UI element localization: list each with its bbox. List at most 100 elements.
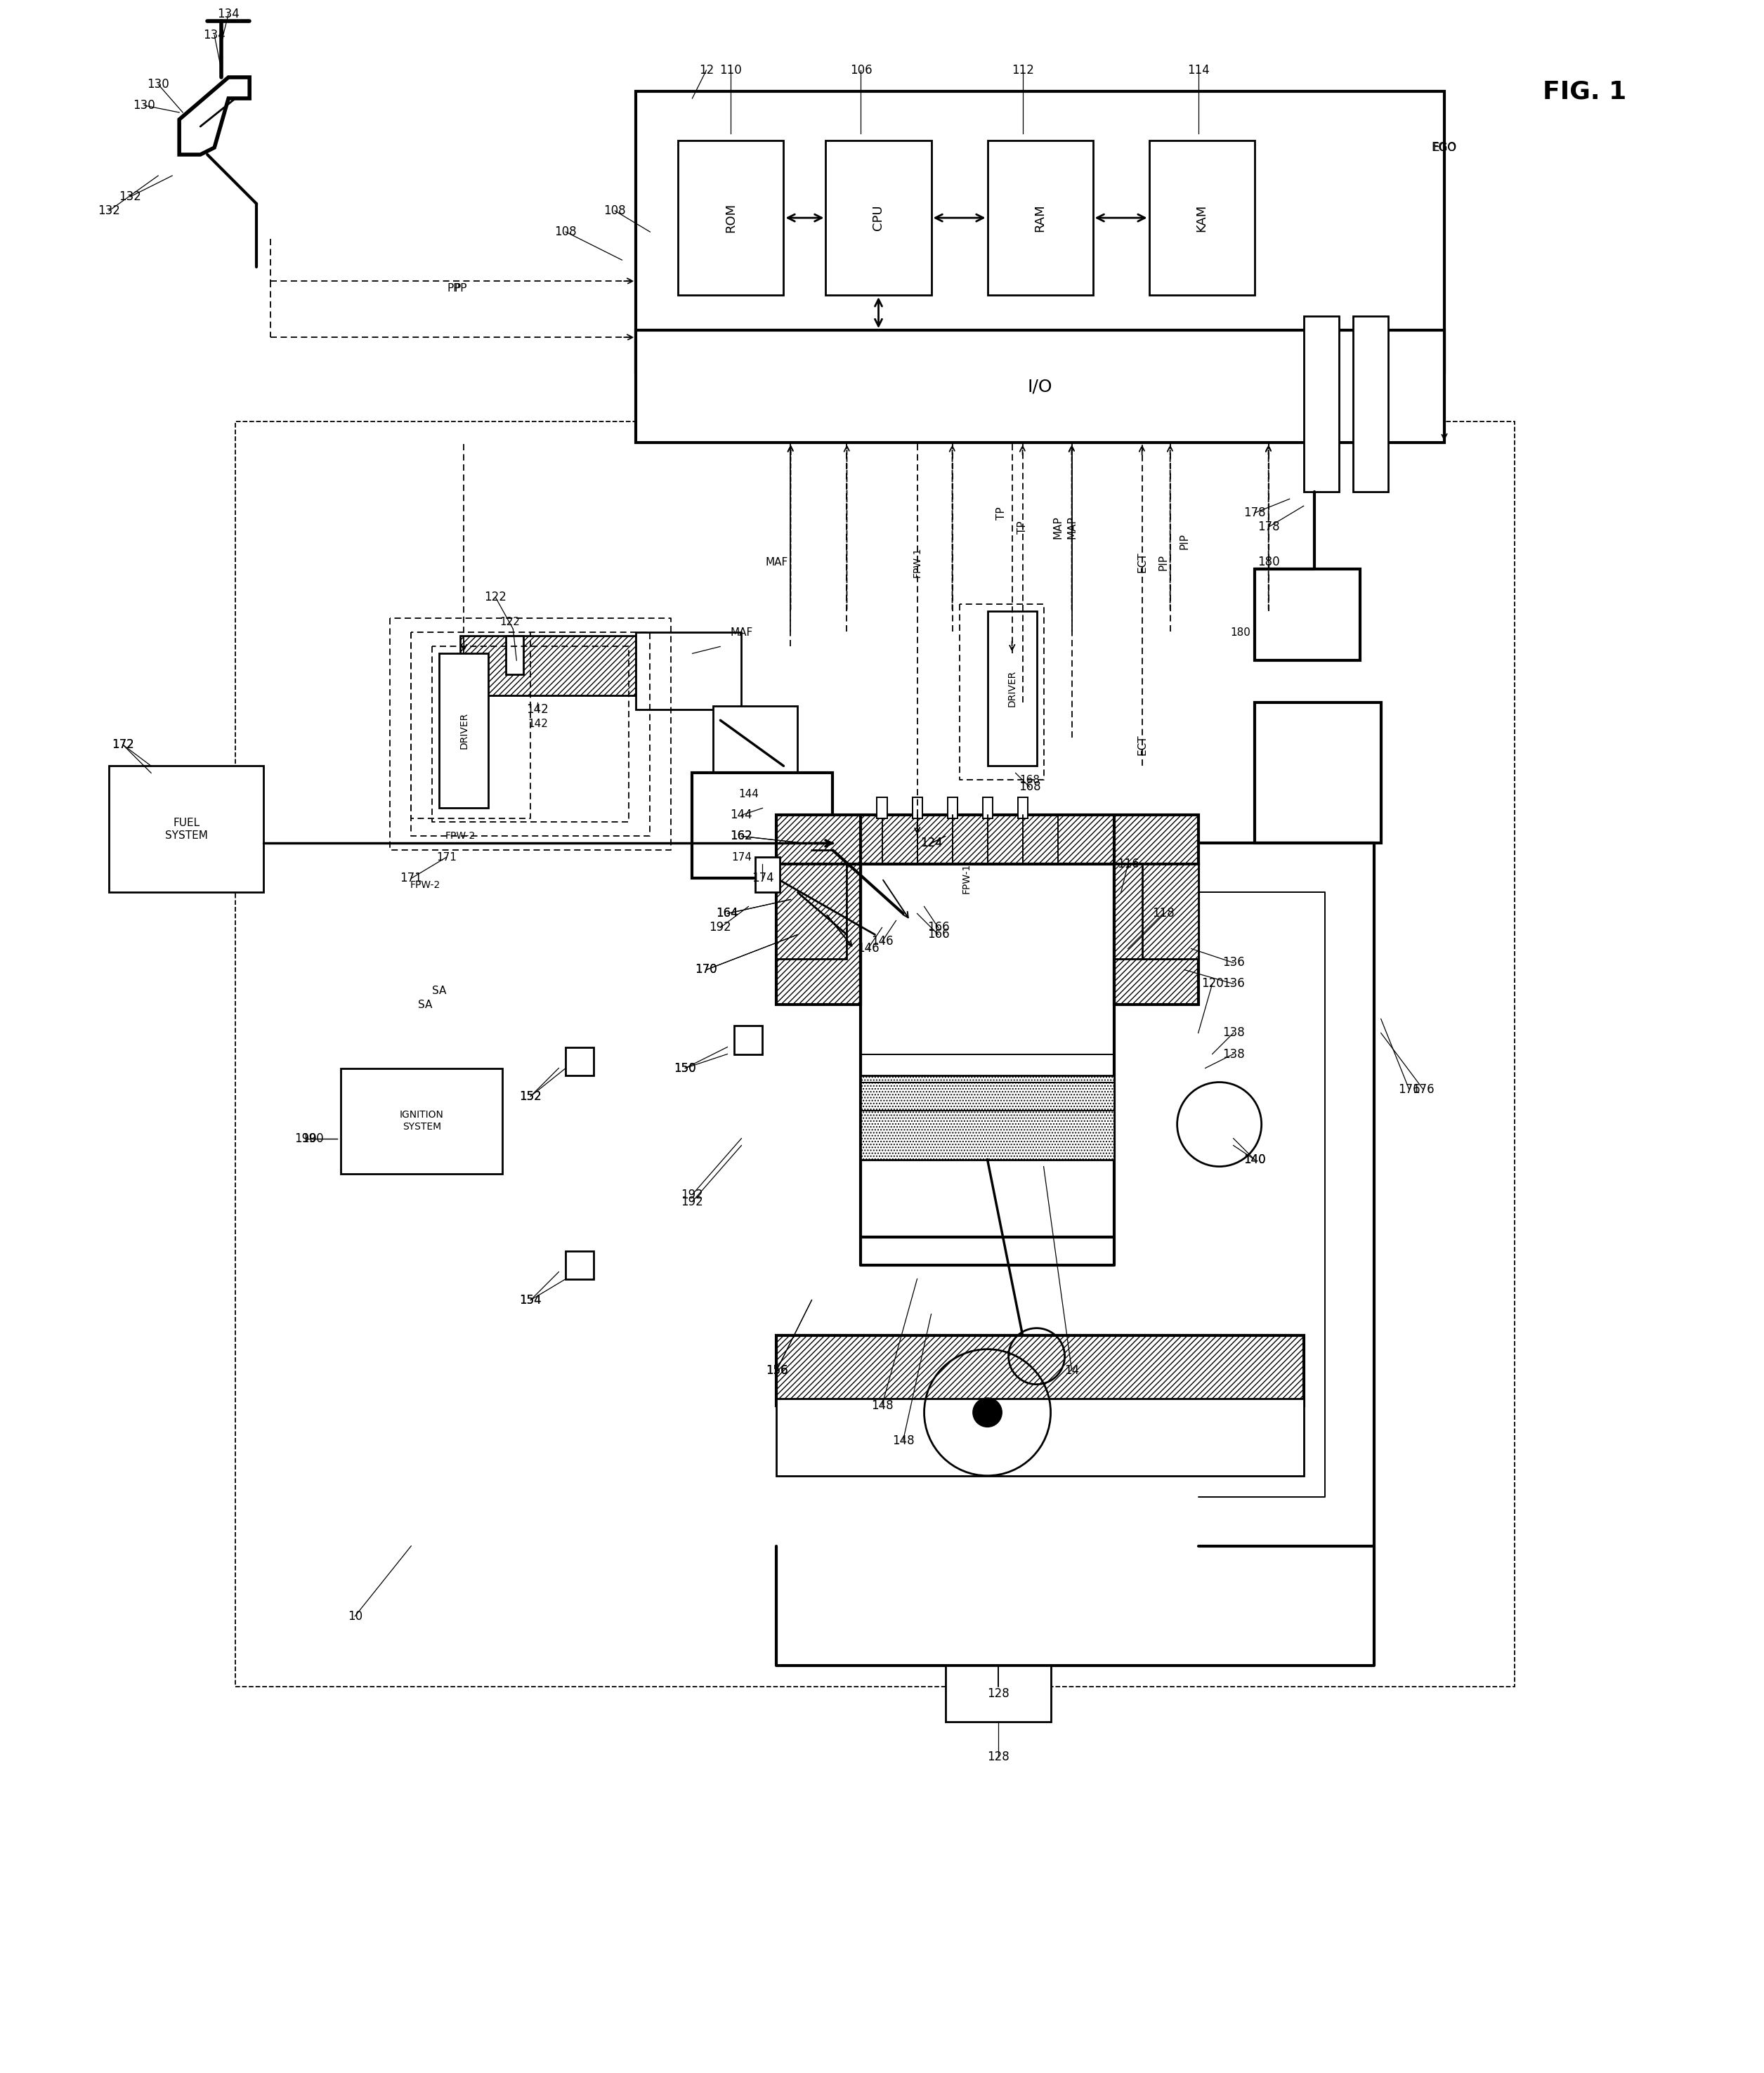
Text: MAF: MAF: [730, 628, 753, 638]
Text: ROM: ROM: [725, 203, 737, 232]
Text: 178: 178: [1244, 506, 1265, 520]
Text: 116: 116: [1117, 858, 1140, 871]
Text: 190: 190: [302, 1132, 325, 1144]
Bar: [637, 632, 741, 709]
Bar: [506, 636, 524, 674]
Text: ECT: ECT: [1136, 551, 1147, 572]
Bar: [947, 798, 958, 819]
Text: 162: 162: [730, 829, 753, 842]
Bar: [691, 773, 833, 879]
Bar: [713, 707, 797, 779]
Text: 180: 180: [1230, 628, 1251, 638]
Bar: [677, 141, 783, 294]
Text: 134: 134: [203, 29, 226, 41]
Text: 12: 12: [699, 64, 714, 77]
Bar: [1254, 703, 1381, 844]
Text: 130: 130: [132, 100, 155, 112]
Text: FUEL
SYSTEM: FUEL SYSTEM: [164, 819, 208, 840]
Text: RAM: RAM: [1034, 203, 1046, 232]
Text: PP: PP: [446, 282, 460, 294]
Text: 114: 114: [1187, 64, 1210, 77]
Text: 192: 192: [681, 1196, 704, 1209]
Text: 166: 166: [928, 920, 949, 935]
Text: 162: 162: [730, 829, 753, 842]
Bar: [1304, 317, 1339, 491]
Text: I/O: I/O: [1028, 377, 1053, 396]
Bar: [566, 1047, 594, 1076]
Text: 14: 14: [1064, 1364, 1080, 1376]
Text: 156: 156: [766, 1364, 789, 1376]
Text: 130: 130: [146, 79, 169, 91]
Bar: [340, 1068, 503, 1173]
Text: 176: 176: [1411, 1082, 1434, 1095]
Text: 146: 146: [871, 935, 893, 947]
Text: 164: 164: [716, 908, 739, 920]
Text: 140: 140: [1244, 1153, 1265, 1165]
Bar: [988, 612, 1037, 765]
Text: 132: 132: [97, 205, 120, 218]
Text: 168: 168: [1018, 782, 1041, 794]
Text: 128: 128: [986, 1687, 1009, 1700]
Text: 154: 154: [520, 1294, 542, 1306]
Bar: [1113, 864, 1184, 960]
Text: 156: 156: [766, 1364, 789, 1376]
Text: 136: 136: [1222, 978, 1245, 991]
Text: 170: 170: [695, 964, 718, 976]
Text: PP: PP: [453, 282, 467, 294]
Text: TP: TP: [997, 506, 1007, 520]
Bar: [566, 1250, 594, 1279]
Text: 170: 170: [695, 964, 718, 976]
Bar: [776, 1399, 1304, 1476]
Text: 122: 122: [499, 616, 520, 628]
Text: 152: 152: [519, 1090, 542, 1103]
Text: 128: 128: [986, 1750, 1009, 1764]
Text: 124: 124: [921, 837, 942, 850]
Text: IGNITION
SYSTEM: IGNITION SYSTEM: [400, 1111, 445, 1132]
Text: FPW-2: FPW-2: [409, 881, 441, 889]
Text: 10: 10: [348, 1611, 362, 1623]
Bar: [1353, 317, 1388, 491]
Text: FPW-1: FPW-1: [961, 862, 972, 893]
Text: 192: 192: [709, 920, 732, 935]
Bar: [946, 1665, 1051, 1723]
Text: 108: 108: [554, 226, 577, 238]
Text: 108: 108: [603, 205, 626, 218]
Bar: [826, 141, 931, 294]
Text: 142: 142: [526, 703, 549, 715]
Bar: [109, 765, 263, 893]
Text: 180: 180: [1258, 556, 1279, 568]
Text: 168: 168: [1020, 775, 1039, 786]
Text: 178: 178: [1258, 520, 1279, 533]
Bar: [776, 815, 1198, 864]
Text: SA: SA: [418, 999, 432, 1010]
Text: 164: 164: [716, 908, 739, 920]
Text: 122: 122: [485, 591, 506, 603]
Bar: [637, 330, 1445, 444]
Text: MAP: MAP: [1067, 516, 1078, 539]
Bar: [235, 421, 1515, 1687]
Text: 148: 148: [893, 1435, 914, 1447]
Text: FIG. 1: FIG. 1: [1544, 79, 1626, 104]
Text: 174: 174: [732, 852, 751, 862]
Text: DRIVER: DRIVER: [459, 713, 469, 748]
Text: KAM: KAM: [1196, 203, 1208, 232]
Bar: [734, 1026, 762, 1053]
Text: 172: 172: [111, 738, 134, 750]
Bar: [776, 864, 847, 960]
Text: 171: 171: [436, 852, 457, 862]
Text: 112: 112: [1011, 64, 1034, 77]
Text: EGO: EGO: [1432, 143, 1455, 153]
Text: 142: 142: [527, 719, 549, 730]
Text: EGO: EGO: [1431, 141, 1457, 153]
Text: 144: 144: [739, 790, 759, 800]
Bar: [1148, 141, 1254, 294]
Text: 138: 138: [1222, 1047, 1245, 1061]
Text: 140: 140: [1244, 1153, 1265, 1165]
Bar: [460, 636, 637, 697]
Text: 132: 132: [118, 191, 141, 203]
Text: TP: TP: [1018, 520, 1028, 533]
Text: 174: 174: [751, 873, 774, 885]
Bar: [861, 1076, 1113, 1159]
Text: 166: 166: [928, 929, 949, 941]
Text: 136: 136: [1222, 956, 1245, 968]
